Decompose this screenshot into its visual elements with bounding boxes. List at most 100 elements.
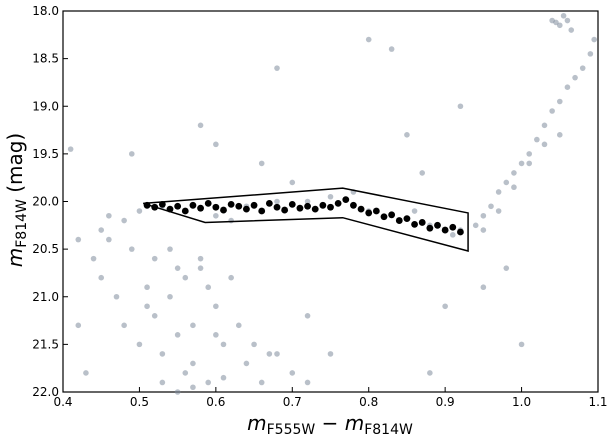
point — [220, 206, 227, 214]
point — [411, 220, 418, 228]
point — [579, 65, 586, 71]
point — [365, 36, 372, 43]
point — [404, 132, 410, 138]
point — [541, 122, 548, 129]
point — [75, 236, 82, 243]
point — [553, 19, 559, 26]
point — [327, 203, 334, 211]
y-tick-label: 21.5 — [32, 337, 59, 351]
point — [560, 12, 567, 19]
point — [174, 332, 181, 338]
point — [159, 351, 166, 357]
point — [541, 141, 548, 148]
point — [189, 201, 197, 209]
point — [136, 208, 143, 214]
point — [274, 65, 280, 71]
point — [75, 322, 82, 329]
point — [419, 170, 426, 176]
point — [121, 322, 127, 329]
point — [106, 236, 112, 243]
point — [190, 360, 196, 367]
point — [418, 219, 426, 226]
y-tick-label: 20.0 — [32, 195, 59, 209]
point — [235, 322, 242, 329]
y-axis-label: mF814W (mag) — [3, 133, 30, 268]
point — [144, 284, 150, 291]
x-tick-label: 0.4 — [53, 395, 72, 409]
point — [495, 208, 502, 214]
y-label-part: (mag) — [3, 133, 27, 199]
point — [227, 200, 235, 208]
point — [311, 205, 319, 213]
point — [304, 313, 311, 319]
point — [449, 223, 457, 231]
point — [266, 351, 273, 357]
point — [534, 136, 540, 143]
y-tick-label: 21.0 — [32, 290, 59, 304]
point — [488, 203, 494, 210]
point — [472, 222, 479, 229]
point — [213, 212, 219, 219]
x-axis-label: mF555W − mF814W — [247, 411, 413, 436]
point — [159, 379, 166, 386]
point — [426, 224, 434, 232]
point — [243, 360, 250, 367]
x-label-part: m — [247, 411, 266, 435]
point — [106, 212, 112, 219]
point — [274, 198, 280, 205]
point — [151, 313, 158, 319]
point — [174, 389, 181, 395]
point — [205, 284, 212, 291]
point — [449, 232, 456, 238]
point — [441, 226, 449, 234]
point — [480, 284, 487, 291]
point — [296, 204, 304, 212]
point — [556, 98, 563, 105]
selection-polygon — [143, 187, 469, 253]
point — [556, 22, 563, 29]
point — [213, 332, 219, 338]
point — [250, 201, 258, 209]
point — [197, 122, 204, 129]
point — [591, 36, 597, 43]
point — [587, 51, 594, 57]
point — [98, 227, 105, 233]
point — [182, 370, 189, 376]
x-tick-label: 1.1 — [588, 395, 607, 409]
point — [288, 200, 296, 208]
y-tick-label: 18.0 — [32, 4, 59, 18]
point — [511, 184, 517, 191]
point — [128, 246, 135, 252]
point — [190, 384, 196, 391]
point — [357, 205, 365, 213]
y-tick-label: 18.5 — [32, 52, 59, 66]
point — [372, 207, 380, 215]
point — [403, 215, 411, 223]
point — [480, 212, 487, 219]
point — [395, 217, 403, 224]
point — [564, 17, 571, 24]
point — [228, 217, 234, 224]
y-label-sub: F814W — [14, 199, 30, 248]
point — [182, 274, 189, 281]
point — [174, 202, 182, 210]
point — [213, 141, 219, 148]
point — [495, 189, 502, 195]
point — [258, 207, 266, 215]
point — [511, 170, 517, 176]
x-label-sub: F555W — [267, 422, 316, 436]
x-tick-label: 1.0 — [512, 395, 531, 409]
x-tick-label: 0.5 — [130, 395, 149, 409]
point — [427, 370, 433, 376]
point — [480, 227, 487, 233]
point — [442, 303, 448, 310]
point — [98, 274, 105, 281]
point — [174, 265, 181, 271]
point — [204, 200, 212, 207]
point — [388, 211, 396, 219]
point — [273, 203, 281, 211]
x-tick-label: 0.8 — [359, 395, 378, 409]
point — [274, 351, 280, 357]
point — [167, 293, 173, 300]
